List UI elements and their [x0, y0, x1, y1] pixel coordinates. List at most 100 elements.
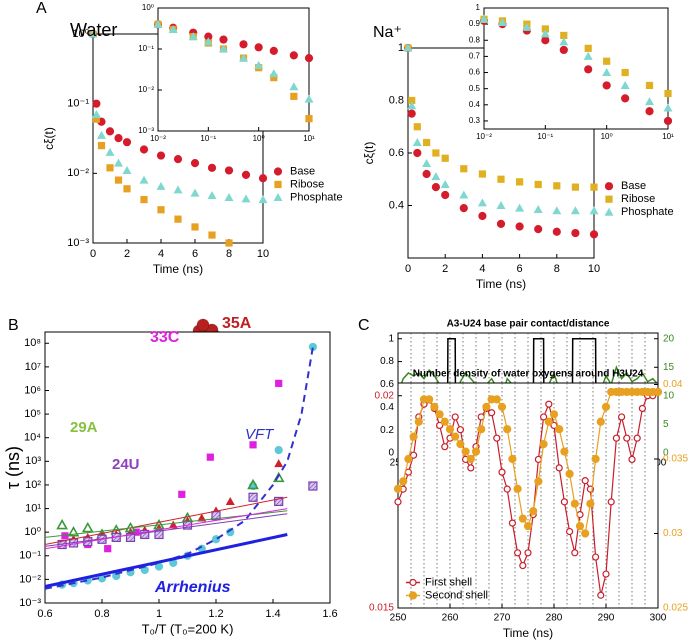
point — [581, 529, 590, 538]
point — [515, 222, 524, 231]
point — [565, 469, 574, 478]
point — [523, 521, 533, 531]
point — [459, 204, 468, 213]
point — [156, 151, 166, 160]
legend-marker — [604, 207, 614, 216]
legend-label: Ribose — [290, 178, 324, 190]
point — [436, 421, 444, 430]
point — [140, 195, 148, 204]
annotation: VFT — [245, 426, 275, 443]
x-tick-label: 8 — [554, 263, 560, 275]
x-tick-label: 10⁻² — [150, 134, 166, 143]
x-tick-label: 10 — [257, 248, 269, 260]
legend-label: Phosphate — [621, 206, 674, 218]
point — [67, 526, 80, 537]
y-tick-label: 0.8 — [380, 356, 394, 367]
point — [597, 591, 605, 599]
point — [140, 529, 150, 540]
point — [440, 417, 449, 426]
point — [552, 206, 562, 215]
point — [482, 402, 491, 411]
point — [88, 29, 98, 38]
point — [239, 40, 248, 49]
point — [81, 521, 94, 533]
point — [645, 107, 654, 116]
y-axis-label: τ (ns) — [3, 446, 23, 489]
y2-tick-label: 0.025 — [663, 603, 688, 614]
point — [601, 402, 611, 411]
point — [173, 155, 183, 164]
y-tick-label: 10³ — [25, 455, 41, 467]
point — [571, 183, 579, 191]
y-tick-label: 1 — [476, 3, 481, 12]
chart-title: Na⁺ — [373, 24, 402, 41]
x-axis-label: Time (ns) — [153, 262, 203, 276]
y-tick-label: 0.6 — [389, 147, 404, 159]
point — [92, 115, 100, 123]
point — [552, 227, 561, 236]
plot-frame — [44, 331, 331, 604]
point — [645, 81, 654, 90]
x-tick-label: 1.6 — [322, 608, 337, 620]
point — [559, 37, 569, 46]
annotation: Arrhenius — [154, 579, 231, 596]
point — [559, 45, 568, 55]
x-tick-label: 0 — [405, 263, 411, 275]
y-tick-label: 1 — [398, 42, 404, 54]
x-tick-label: 0.6 — [37, 608, 52, 620]
y-tick-label: 0.8 — [389, 94, 404, 106]
point — [409, 432, 418, 441]
point — [394, 498, 402, 506]
x-tick-label: 1.2 — [208, 608, 223, 620]
point — [407, 109, 416, 118]
point — [208, 231, 216, 239]
point — [289, 82, 299, 91]
y-tick-label: 0.015 — [369, 603, 394, 614]
x-axis-label: T₀/T (T₀=200 K) — [142, 621, 234, 636]
x-tick-label: 0.8 — [94, 608, 109, 620]
point — [461, 447, 470, 456]
x-tick-label: 300 — [650, 613, 667, 624]
annotation: 29A — [70, 419, 98, 436]
y-tick-label: 0.9 — [469, 19, 481, 28]
point — [596, 417, 605, 426]
y-tick-label: 0.8 — [469, 35, 481, 44]
point — [254, 43, 263, 52]
x-tick-label: 10 — [588, 263, 600, 275]
point — [105, 147, 115, 156]
point — [496, 219, 506, 228]
point — [570, 499, 579, 508]
point — [533, 204, 543, 213]
legend-label: Phosphate — [290, 191, 343, 203]
point — [645, 97, 655, 106]
x-tick-label: 280 — [546, 613, 563, 624]
point — [549, 410, 559, 419]
y-axis-label: cξ(t) — [362, 142, 376, 165]
point — [258, 195, 268, 204]
point — [591, 454, 600, 464]
point — [274, 459, 284, 468]
point — [139, 175, 149, 184]
point — [534, 455, 543, 464]
legend-marker — [273, 192, 283, 201]
y-tick-label: 10⁻¹ — [19, 550, 41, 562]
legend-marker — [409, 578, 417, 587]
point — [224, 166, 234, 175]
point — [190, 188, 200, 197]
point — [270, 74, 278, 82]
point — [91, 109, 101, 118]
y2-tick-label: 20 — [663, 333, 675, 344]
annotation: 33C — [150, 329, 180, 346]
y-tick-label: 10⁻¹ — [138, 44, 154, 53]
point — [497, 18, 507, 27]
point — [633, 434, 641, 442]
panel-label: B — [8, 317, 19, 334]
point — [218, 44, 228, 53]
point — [451, 432, 460, 441]
x-tick-label: 10⁻² — [476, 132, 492, 141]
x-tick-label: 4 — [479, 263, 485, 275]
point — [623, 434, 631, 442]
point — [157, 206, 165, 214]
point — [515, 203, 525, 212]
